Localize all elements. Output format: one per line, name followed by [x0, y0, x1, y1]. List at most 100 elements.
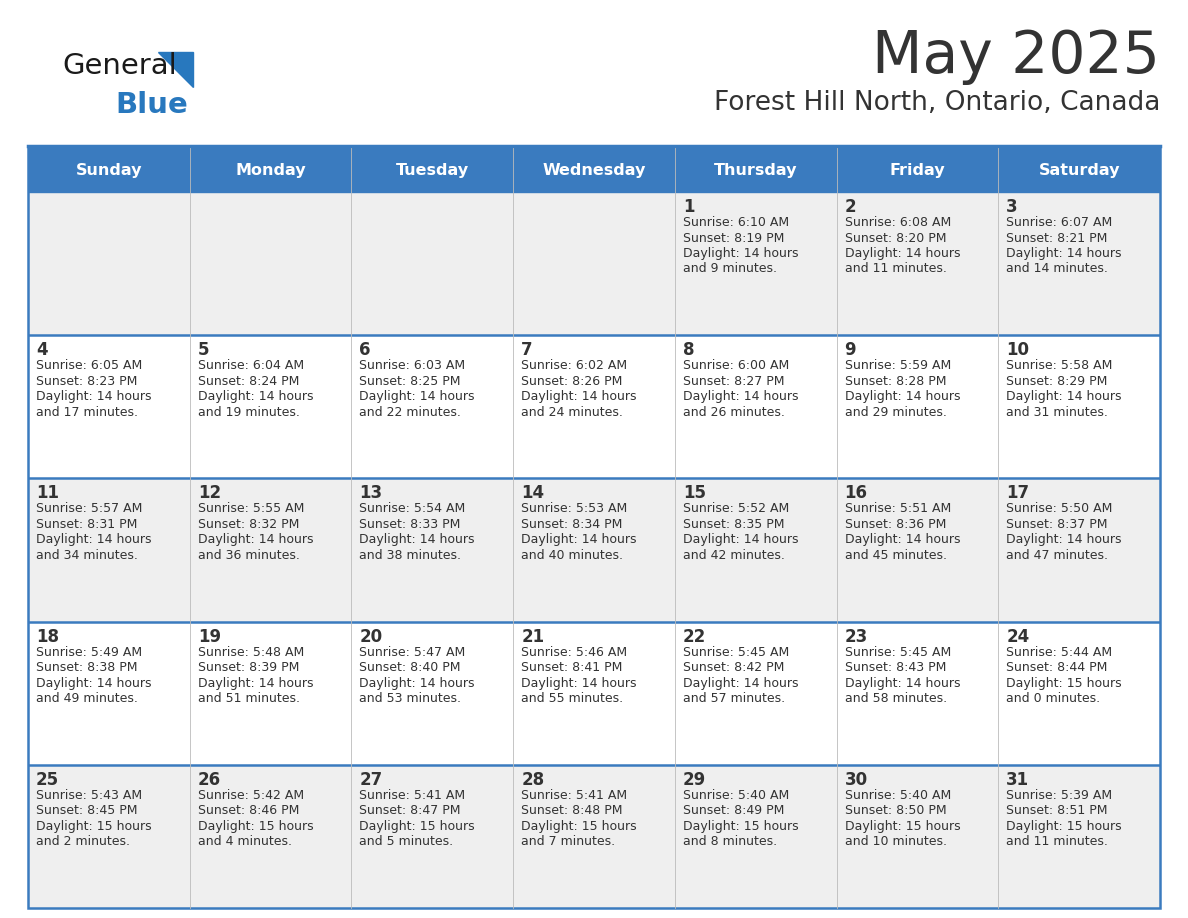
Bar [190, 478, 352, 621]
Text: and 8 minutes.: and 8 minutes. [683, 835, 777, 848]
Text: Sunset: 8:28 PM: Sunset: 8:28 PM [845, 375, 946, 387]
Text: and 57 minutes.: and 57 minutes. [683, 692, 785, 705]
Text: Sunset: 8:47 PM: Sunset: 8:47 PM [360, 804, 461, 817]
Text: and 22 minutes.: and 22 minutes. [360, 406, 461, 419]
Text: 11: 11 [36, 485, 59, 502]
Text: Daylight: 14 hours: Daylight: 14 hours [522, 677, 637, 689]
Text: Sunrise: 6:00 AM: Sunrise: 6:00 AM [683, 359, 789, 372]
Text: Tuesday: Tuesday [396, 162, 469, 177]
Text: Sunset: 8:41 PM: Sunset: 8:41 PM [522, 661, 623, 674]
Text: Sunrise: 5:57 AM: Sunrise: 5:57 AM [36, 502, 143, 515]
Text: Monday: Monday [235, 162, 305, 177]
Text: Daylight: 15 hours: Daylight: 15 hours [522, 820, 637, 833]
Bar [29, 148, 1159, 908]
Text: 5: 5 [197, 341, 209, 359]
Text: Sunset: 8:38 PM: Sunset: 8:38 PM [36, 661, 138, 674]
Text: 20: 20 [360, 628, 383, 645]
Text: Sunrise: 6:04 AM: Sunrise: 6:04 AM [197, 359, 304, 372]
Text: 1: 1 [683, 198, 694, 216]
Text: 12: 12 [197, 485, 221, 502]
Text: Sunset: 8:48 PM: Sunset: 8:48 PM [522, 804, 623, 817]
Text: Sunrise: 5:59 AM: Sunrise: 5:59 AM [845, 359, 950, 372]
Text: 16: 16 [845, 485, 867, 502]
Bar [352, 478, 513, 621]
Text: Sunrise: 5:43 AM: Sunrise: 5:43 AM [36, 789, 143, 801]
Text: and 40 minutes.: and 40 minutes. [522, 549, 624, 562]
Text: Daylight: 14 hours: Daylight: 14 hours [1006, 533, 1121, 546]
Bar [190, 148, 352, 192]
Text: and 24 minutes.: and 24 minutes. [522, 406, 623, 419]
Text: and 4 minutes.: and 4 minutes. [197, 835, 292, 848]
Text: Sunrise: 5:58 AM: Sunrise: 5:58 AM [1006, 359, 1113, 372]
Text: Sunrise: 5:48 AM: Sunrise: 5:48 AM [197, 645, 304, 658]
Text: and 10 minutes.: and 10 minutes. [845, 835, 947, 848]
Bar [675, 335, 836, 478]
Text: Daylight: 14 hours: Daylight: 14 hours [683, 677, 798, 689]
Text: Sunset: 8:51 PM: Sunset: 8:51 PM [1006, 804, 1107, 817]
Text: Sunrise: 5:40 AM: Sunrise: 5:40 AM [845, 789, 950, 801]
Bar [190, 335, 352, 478]
Bar [29, 478, 190, 621]
Text: Sunrise: 5:40 AM: Sunrise: 5:40 AM [683, 789, 789, 801]
Bar [836, 478, 998, 621]
Bar [190, 621, 352, 765]
Text: Sunset: 8:35 PM: Sunset: 8:35 PM [683, 518, 784, 531]
Bar [29, 621, 190, 765]
Polygon shape [158, 52, 192, 87]
Bar [29, 335, 190, 478]
Text: Sunrise: 6:05 AM: Sunrise: 6:05 AM [36, 359, 143, 372]
Bar [836, 765, 998, 908]
Text: Sunrise: 5:41 AM: Sunrise: 5:41 AM [360, 789, 466, 801]
Text: 6: 6 [360, 341, 371, 359]
Text: 10: 10 [1006, 341, 1029, 359]
Text: and 42 minutes.: and 42 minutes. [683, 549, 785, 562]
Bar [998, 478, 1159, 621]
Text: Sunset: 8:20 PM: Sunset: 8:20 PM [845, 231, 946, 244]
Text: 24: 24 [1006, 628, 1030, 645]
Text: Sunset: 8:21 PM: Sunset: 8:21 PM [1006, 231, 1107, 244]
Bar [675, 192, 836, 335]
Text: and 51 minutes.: and 51 minutes. [197, 692, 299, 705]
Text: Sunrise: 5:46 AM: Sunrise: 5:46 AM [522, 645, 627, 658]
Text: Daylight: 14 hours: Daylight: 14 hours [1006, 390, 1121, 403]
Text: 19: 19 [197, 628, 221, 645]
Text: 27: 27 [360, 771, 383, 789]
Bar [352, 765, 513, 908]
Text: Sunset: 8:19 PM: Sunset: 8:19 PM [683, 231, 784, 244]
Text: 31: 31 [1006, 771, 1030, 789]
Bar [29, 148, 190, 192]
Text: Sunrise: 5:51 AM: Sunrise: 5:51 AM [845, 502, 950, 515]
Bar [29, 192, 190, 335]
Bar [836, 335, 998, 478]
Text: Sunrise: 5:53 AM: Sunrise: 5:53 AM [522, 502, 627, 515]
Text: Daylight: 14 hours: Daylight: 14 hours [36, 533, 152, 546]
Text: Daylight: 14 hours: Daylight: 14 hours [1006, 247, 1121, 260]
Text: May 2025: May 2025 [872, 28, 1159, 85]
Text: 14: 14 [522, 485, 544, 502]
Text: and 5 minutes.: and 5 minutes. [360, 835, 454, 848]
Text: Sunrise: 5:47 AM: Sunrise: 5:47 AM [360, 645, 466, 658]
Text: Daylight: 14 hours: Daylight: 14 hours [683, 247, 798, 260]
Text: Daylight: 14 hours: Daylight: 14 hours [845, 390, 960, 403]
Text: Sunrise: 5:54 AM: Sunrise: 5:54 AM [360, 502, 466, 515]
Text: and 53 minutes.: and 53 minutes. [360, 692, 461, 705]
Text: Sunset: 8:39 PM: Sunset: 8:39 PM [197, 661, 299, 674]
Text: and 2 minutes.: and 2 minutes. [36, 835, 129, 848]
Text: Forest Hill North, Ontario, Canada: Forest Hill North, Ontario, Canada [714, 90, 1159, 116]
Bar [675, 148, 836, 192]
Text: Sunrise: 5:39 AM: Sunrise: 5:39 AM [1006, 789, 1112, 801]
Bar [836, 148, 998, 192]
Text: 26: 26 [197, 771, 221, 789]
Text: Sunset: 8:43 PM: Sunset: 8:43 PM [845, 661, 946, 674]
Text: and 29 minutes.: and 29 minutes. [845, 406, 947, 419]
Text: Daylight: 14 hours: Daylight: 14 hours [845, 677, 960, 689]
Text: and 55 minutes.: and 55 minutes. [522, 692, 624, 705]
Text: and 17 minutes.: and 17 minutes. [36, 406, 138, 419]
Text: Daylight: 14 hours: Daylight: 14 hours [36, 390, 152, 403]
Bar [352, 192, 513, 335]
Text: 9: 9 [845, 341, 857, 359]
Text: 7: 7 [522, 341, 532, 359]
Text: Daylight: 15 hours: Daylight: 15 hours [36, 820, 152, 833]
Text: and 26 minutes.: and 26 minutes. [683, 406, 785, 419]
Text: and 11 minutes.: and 11 minutes. [845, 263, 947, 275]
